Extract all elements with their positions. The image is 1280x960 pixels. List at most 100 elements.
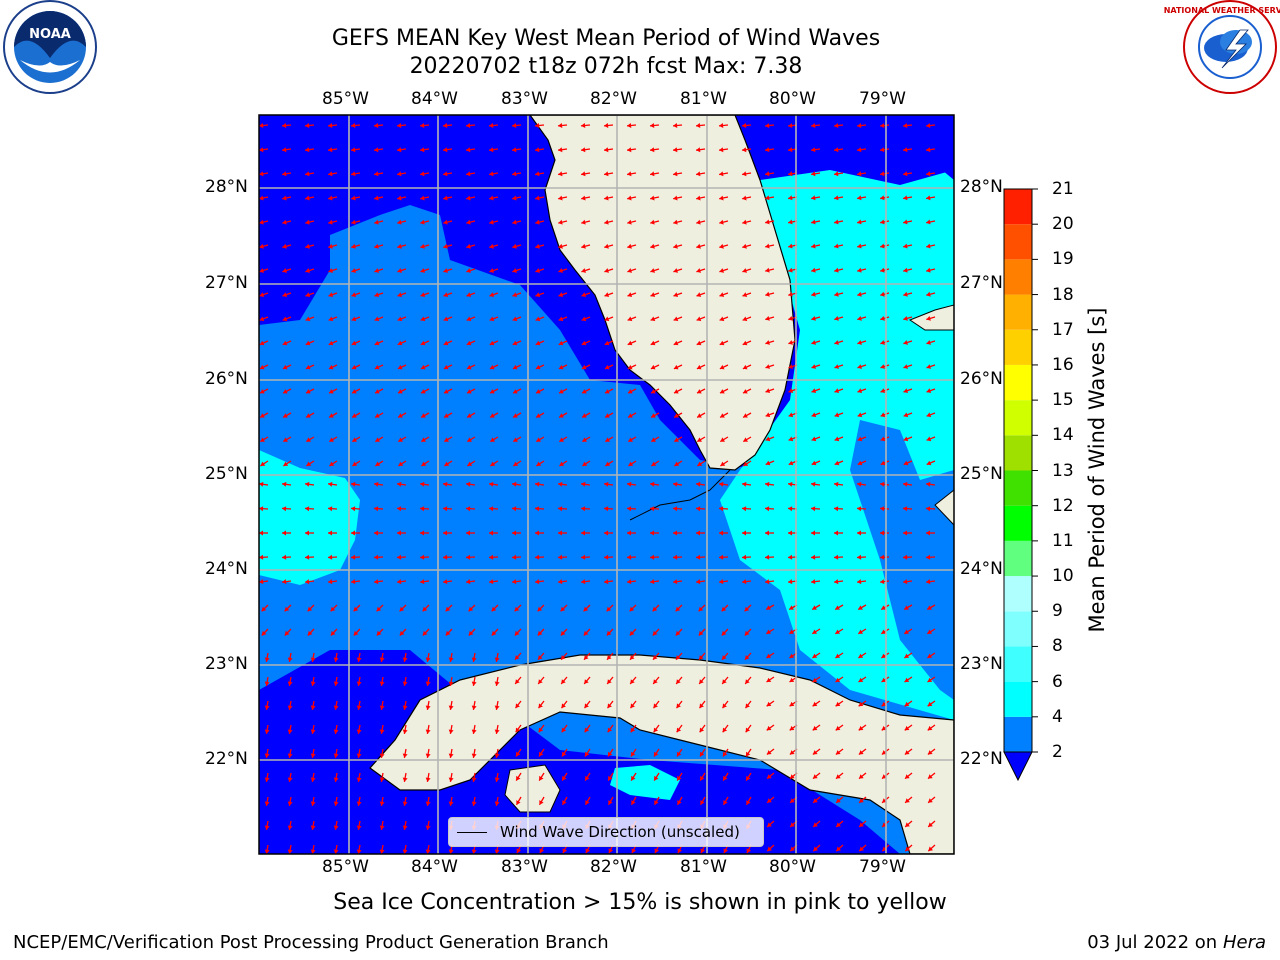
wind-arrow-head (676, 703, 681, 709)
wind-arrow-head (489, 147, 494, 153)
wind-arrow-head (512, 316, 518, 322)
wind-arrow-head (857, 267, 862, 273)
wind-arrow-head (653, 679, 658, 684)
wind-arrow-head (398, 413, 403, 418)
lon-label-top: 79°W (859, 89, 906, 109)
colorbar-tick-label: 2 (1052, 742, 1063, 762)
wind-arrow-head (581, 292, 587, 297)
wind-arrow-head (514, 606, 520, 612)
wind-arrow-head (559, 389, 564, 394)
wind-arrow-head (746, 751, 751, 757)
wind-arrow-head (375, 389, 380, 394)
wind-arrow-head (374, 243, 379, 249)
wind-arrow-head (719, 123, 724, 128)
wind-arrow-head (310, 825, 316, 830)
wind-arrow-head (259, 364, 265, 370)
wind-arrow-head (489, 268, 494, 273)
wind-arrow-head (584, 703, 589, 709)
lat-label-right: 23°N (960, 654, 1003, 674)
wind-arrow-head (558, 579, 563, 585)
florida-land (529, 115, 796, 471)
wind-arrow-head (696, 243, 701, 249)
wind-arrow-head (628, 413, 633, 418)
wind-arrow-head (857, 123, 862, 128)
wind-arrow-head (328, 147, 333, 153)
wind-arrow-head (927, 605, 932, 610)
date-text: 03 Jul 2022 on (1087, 932, 1223, 953)
wind-arrow-head (765, 436, 771, 442)
wind-arrow-head (834, 219, 839, 225)
wind-arrow-head (880, 412, 886, 418)
wind-arrow-head (351, 506, 356, 512)
wind-arrow-head (329, 437, 334, 442)
wind-arrow-head (766, 725, 772, 731)
wind-arrow-head (307, 630, 313, 636)
wind-arrow-head (420, 219, 425, 225)
wind-arrow-head (330, 606, 336, 612)
wind-arrow-head (857, 388, 863, 393)
wind-arrow-head (443, 243, 448, 249)
wind-arrow-head (374, 195, 379, 201)
wind-arrow-head (494, 849, 500, 854)
wind-arrow-head (765, 340, 770, 345)
wind-arrow-head (629, 606, 635, 612)
wind-arrow-head (328, 506, 333, 512)
wind-arrow-head (650, 554, 655, 560)
wind-arrow-head (720, 413, 725, 418)
lon-label-bottom: 83°W (501, 857, 548, 877)
wind-arrow-head (700, 775, 705, 781)
wind-arrow-head (857, 147, 862, 153)
wind-arrow-head (539, 751, 544, 757)
wind-arrow-head (468, 630, 474, 636)
wind-arrow-head (558, 364, 564, 370)
wind-arrow-head (582, 389, 587, 394)
wind-arrow-head (651, 413, 656, 418)
wind-arrow-head (859, 798, 864, 803)
lon-label-bottom: 85°W (322, 857, 369, 877)
wind-arrow-head (696, 530, 700, 536)
wind-arrow-head (494, 753, 500, 758)
wind-arrow-head (811, 219, 816, 225)
wind-arrow-head (513, 389, 518, 394)
wind-arrow-head (491, 630, 497, 636)
wind-arrow-head (443, 292, 449, 297)
wind-arrow-head (513, 461, 519, 466)
wind-arrow-head (282, 195, 287, 201)
wind-arrow-head (742, 530, 746, 536)
wind-arrow-head (788, 147, 793, 153)
wind-arrow-head (443, 123, 448, 128)
wind-arrow-head (650, 340, 656, 346)
colorbar-segment (1004, 611, 1032, 647)
wind-arrow-head (425, 801, 431, 806)
wind-arrow-head (604, 364, 610, 370)
wind-arrow-head (696, 268, 701, 273)
wind-arrow-head (926, 412, 932, 418)
wind-arrow-head (653, 703, 658, 709)
wind-arrow-head (719, 292, 725, 297)
wind-arrow-head (811, 316, 816, 321)
wind-arrow-head (788, 481, 793, 487)
wind-arrow-head (880, 219, 885, 225)
wind-arrow-head (489, 554, 494, 560)
colorbar-tick-label: 19 (1052, 249, 1074, 270)
wind-arrow-head (379, 705, 385, 710)
wind-arrow-head (742, 340, 748, 346)
wind-arrow-head (310, 753, 316, 758)
wind-arrow-head (537, 606, 543, 612)
wind-arrow-head (742, 579, 747, 585)
wind-arrow-head (512, 147, 517, 153)
wind-arrow-head (306, 461, 312, 466)
wind-arrow-head (307, 606, 313, 612)
colorbar-segment (1004, 576, 1032, 612)
wind-arrow-head (264, 825, 270, 830)
wind-arrow-head (356, 681, 362, 686)
wind-arrow-head (604, 554, 609, 560)
wind-arrow-head (880, 388, 886, 393)
wind-arrow-head (743, 461, 749, 466)
wind-arrow-head (835, 677, 841, 682)
wind-arrow-head (630, 655, 635, 660)
wind-arrow-head (489, 364, 495, 370)
wind-arrow-head (627, 171, 632, 177)
wind-arrow-head (264, 657, 270, 662)
